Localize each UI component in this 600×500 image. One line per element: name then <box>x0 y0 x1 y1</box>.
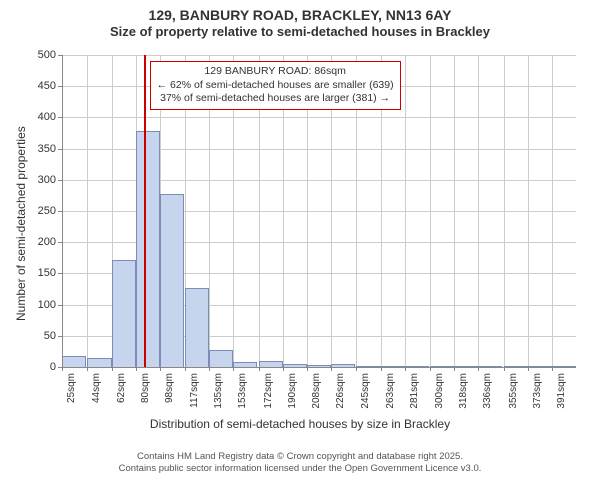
y-tick-label: 450 <box>28 80 56 92</box>
x-tick-label: 25sqm <box>66 373 77 403</box>
chart-footer: Contains HM Land Registry data © Crown c… <box>0 451 600 476</box>
histogram-bar <box>112 260 136 367</box>
chart-title: 129, BANBURY ROAD, BRACKLEY, NN13 6AY <box>0 6 600 24</box>
x-tick-mark <box>454 367 455 371</box>
histogram-bar <box>160 194 184 367</box>
y-tick-mark <box>58 211 62 212</box>
x-tick-label: 208sqm <box>311 373 322 409</box>
x-tick-mark <box>405 367 406 371</box>
x-tick-mark <box>430 367 431 371</box>
x-tick-mark <box>112 367 113 371</box>
chart-area: Number of semi-detached properties Distr… <box>0 41 600 451</box>
x-tick-label: 135sqm <box>213 373 224 409</box>
y-tick-mark <box>58 273 62 274</box>
x-tick-label: 117sqm <box>189 373 200 408</box>
chart-container: { "header": { "title": "129, BANBURY ROA… <box>0 0 600 500</box>
x-tick-mark <box>259 367 260 371</box>
x-tick-mark <box>209 367 210 371</box>
callout-line-1: 129 BANBURY ROAD: 86sqm <box>157 65 394 79</box>
x-tick-mark <box>528 367 529 371</box>
x-tick-mark <box>331 367 332 371</box>
y-tick-label: 400 <box>28 111 56 123</box>
y-axis-line <box>62 55 63 367</box>
histogram-bar <box>185 288 209 367</box>
x-tick-label: 80sqm <box>140 373 151 403</box>
vgridline <box>405 55 406 367</box>
chart-subtitle: Size of property relative to semi-detach… <box>0 24 600 41</box>
vgridline <box>552 55 553 367</box>
y-tick-mark <box>58 86 62 87</box>
x-tick-label: 263sqm <box>385 373 396 409</box>
vgridline <box>454 55 455 367</box>
y-tick-label: 250 <box>28 205 56 217</box>
footer-line-2: Contains public sector information licen… <box>0 463 600 475</box>
x-tick-mark <box>283 367 284 371</box>
x-tick-label: 373sqm <box>532 373 543 409</box>
callout-line-3: 37% of semi-detached houses are larger (… <box>157 92 394 106</box>
x-tick-label: 153sqm <box>237 373 248 409</box>
x-tick-mark <box>478 367 479 371</box>
x-tick-mark <box>62 367 63 371</box>
x-tick-label: 318sqm <box>458 373 469 409</box>
y-tick-label: 300 <box>28 174 56 186</box>
footer-line-1: Contains HM Land Registry data © Crown c… <box>0 451 600 463</box>
x-axis-label: Distribution of semi-detached houses by … <box>0 417 600 431</box>
y-tick-mark <box>58 305 62 306</box>
x-tick-mark <box>307 367 308 371</box>
x-tick-label: 98sqm <box>164 373 175 403</box>
y-tick-mark <box>58 149 62 150</box>
x-tick-label: 281sqm <box>409 373 420 409</box>
x-tick-mark <box>87 367 88 371</box>
x-tick-label: 336sqm <box>482 373 493 409</box>
y-axis-label: Number of semi-detached properties <box>14 126 28 321</box>
x-tick-mark <box>552 367 553 371</box>
vgridline <box>87 55 88 367</box>
gridline <box>62 117 576 118</box>
x-tick-mark <box>356 367 357 371</box>
x-tick-mark <box>160 367 161 371</box>
y-tick-mark <box>58 117 62 118</box>
vgridline <box>478 55 479 367</box>
vgridline <box>504 55 505 367</box>
gridline <box>62 55 576 56</box>
x-tick-mark <box>233 367 234 371</box>
x-tick-label: 226sqm <box>335 373 346 409</box>
vgridline <box>430 55 431 367</box>
x-tick-label: 44sqm <box>91 373 102 403</box>
y-tick-mark <box>58 336 62 337</box>
y-tick-mark <box>58 55 62 56</box>
y-tick-label: 50 <box>28 330 56 342</box>
x-tick-label: 300sqm <box>434 373 445 409</box>
y-tick-label: 500 <box>28 49 56 61</box>
x-tick-mark <box>136 367 137 371</box>
histogram-bar <box>62 356 86 367</box>
x-tick-mark <box>185 367 186 371</box>
y-tick-mark <box>58 180 62 181</box>
x-tick-label: 391sqm <box>556 373 567 409</box>
y-tick-label: 350 <box>28 143 56 155</box>
y-tick-label: 200 <box>28 236 56 248</box>
callout-line-2: ← 62% of semi-detached houses are smalle… <box>157 79 394 93</box>
histogram-bar <box>87 358 111 367</box>
marker-line <box>144 55 146 367</box>
x-tick-mark <box>504 367 505 371</box>
histogram-bar <box>136 131 160 367</box>
histogram-bar <box>209 350 233 367</box>
marker-callout: 129 BANBURY ROAD: 86sqm← 62% of semi-det… <box>150 61 401 110</box>
y-tick-mark <box>58 242 62 243</box>
y-tick-label: 150 <box>28 267 56 279</box>
x-tick-mark <box>381 367 382 371</box>
vgridline <box>528 55 529 367</box>
x-axis-line <box>62 367 576 368</box>
x-tick-label: 190sqm <box>287 373 298 409</box>
y-tick-label: 100 <box>28 299 56 311</box>
x-tick-label: 355sqm <box>508 373 519 409</box>
x-tick-label: 172sqm <box>263 373 274 409</box>
x-tick-label: 245sqm <box>360 373 371 409</box>
y-tick-label: 0 <box>28 361 56 373</box>
x-tick-label: 62sqm <box>116 373 127 403</box>
